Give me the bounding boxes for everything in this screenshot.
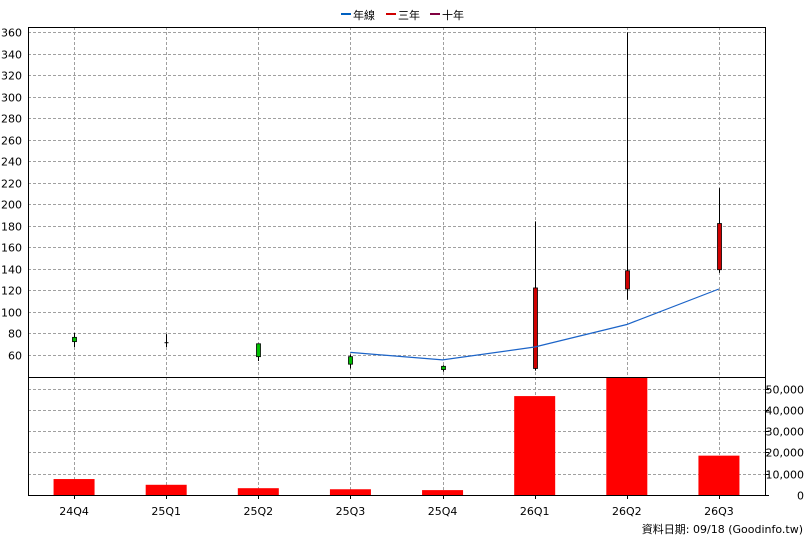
candle-body: [256, 343, 261, 358]
category-tick-label: 26Q1: [520, 505, 550, 518]
price-tick-label: 280: [1, 113, 22, 126]
price-tick-label: 240: [1, 156, 22, 169]
legend-label-ten-year: 十年: [442, 8, 464, 22]
category-tick-label: 24Q4: [59, 505, 89, 518]
category-tick-label: 26Q2: [612, 505, 642, 518]
volume-tick-label: 40,000: [766, 405, 805, 418]
year-line-series: [350, 288, 720, 361]
candle-body: [348, 356, 353, 365]
volume-tick-label: 0: [797, 490, 804, 503]
candle-body: [625, 270, 630, 290]
category-tick-label: 25Q3: [336, 505, 366, 518]
price-tick-label: 300: [1, 92, 22, 105]
price-tick-label: 180: [1, 221, 22, 234]
price-tick-label: 80: [8, 328, 22, 341]
axes: 360 340 320 300 280 260 240 220 200 180 160 140 120 1…: [1, 27, 804, 519]
volume-bar: [422, 490, 464, 495]
candle-body: [717, 223, 722, 271]
volume-bar: [237, 488, 279, 495]
volume-bar: [698, 455, 740, 495]
volume-bars: [53, 378, 740, 495]
legend-label-year-line: 年線: [353, 8, 375, 22]
price-tick-label: 60: [8, 350, 22, 363]
price-tick-label: 260: [1, 135, 22, 148]
candle-body: [441, 365, 446, 370]
candle-body: [72, 336, 77, 343]
price-tick-label: 160: [1, 242, 22, 255]
price-tick-label: 120: [1, 285, 22, 298]
year-line: [350, 288, 720, 361]
price-candles: [72, 32, 722, 372]
volume-bar: [53, 479, 95, 495]
category-tick-label: 25Q2: [243, 505, 273, 518]
price-tick-label: 200: [1, 199, 22, 212]
category-tick-label: 25Q1: [151, 505, 181, 518]
category-tick-label: 25Q4: [428, 505, 458, 518]
volume-bar: [514, 396, 556, 495]
volume-tick-label: 50,000: [766, 384, 805, 397]
volume-tick-label: 10,000: [766, 469, 805, 482]
price-tick-label: 140: [1, 264, 22, 277]
price-tick-label: 340: [1, 49, 22, 62]
volume-tick-label: 30,000: [766, 426, 805, 439]
volume-bar: [145, 484, 187, 495]
price-tick-label: 100: [1, 307, 22, 320]
legend: 年線 三年 十年: [341, 8, 464, 22]
legend-label-three-year: 三年: [398, 8, 420, 22]
category-tick-label: 26Q3: [704, 505, 734, 518]
price-tick-label: 220: [1, 178, 22, 191]
grid: [28, 27, 765, 495]
price-tick-label: 320: [1, 70, 22, 83]
volume-tick-label: 20,000: [766, 447, 805, 460]
candle-body: [533, 287, 538, 369]
price-tick-label: 360: [1, 27, 22, 40]
volume-bar: [329, 489, 371, 495]
footer-date: 資料日期: 09/18 (Goodinfo.tw): [642, 522, 803, 536]
volume-bar: [606, 378, 648, 495]
